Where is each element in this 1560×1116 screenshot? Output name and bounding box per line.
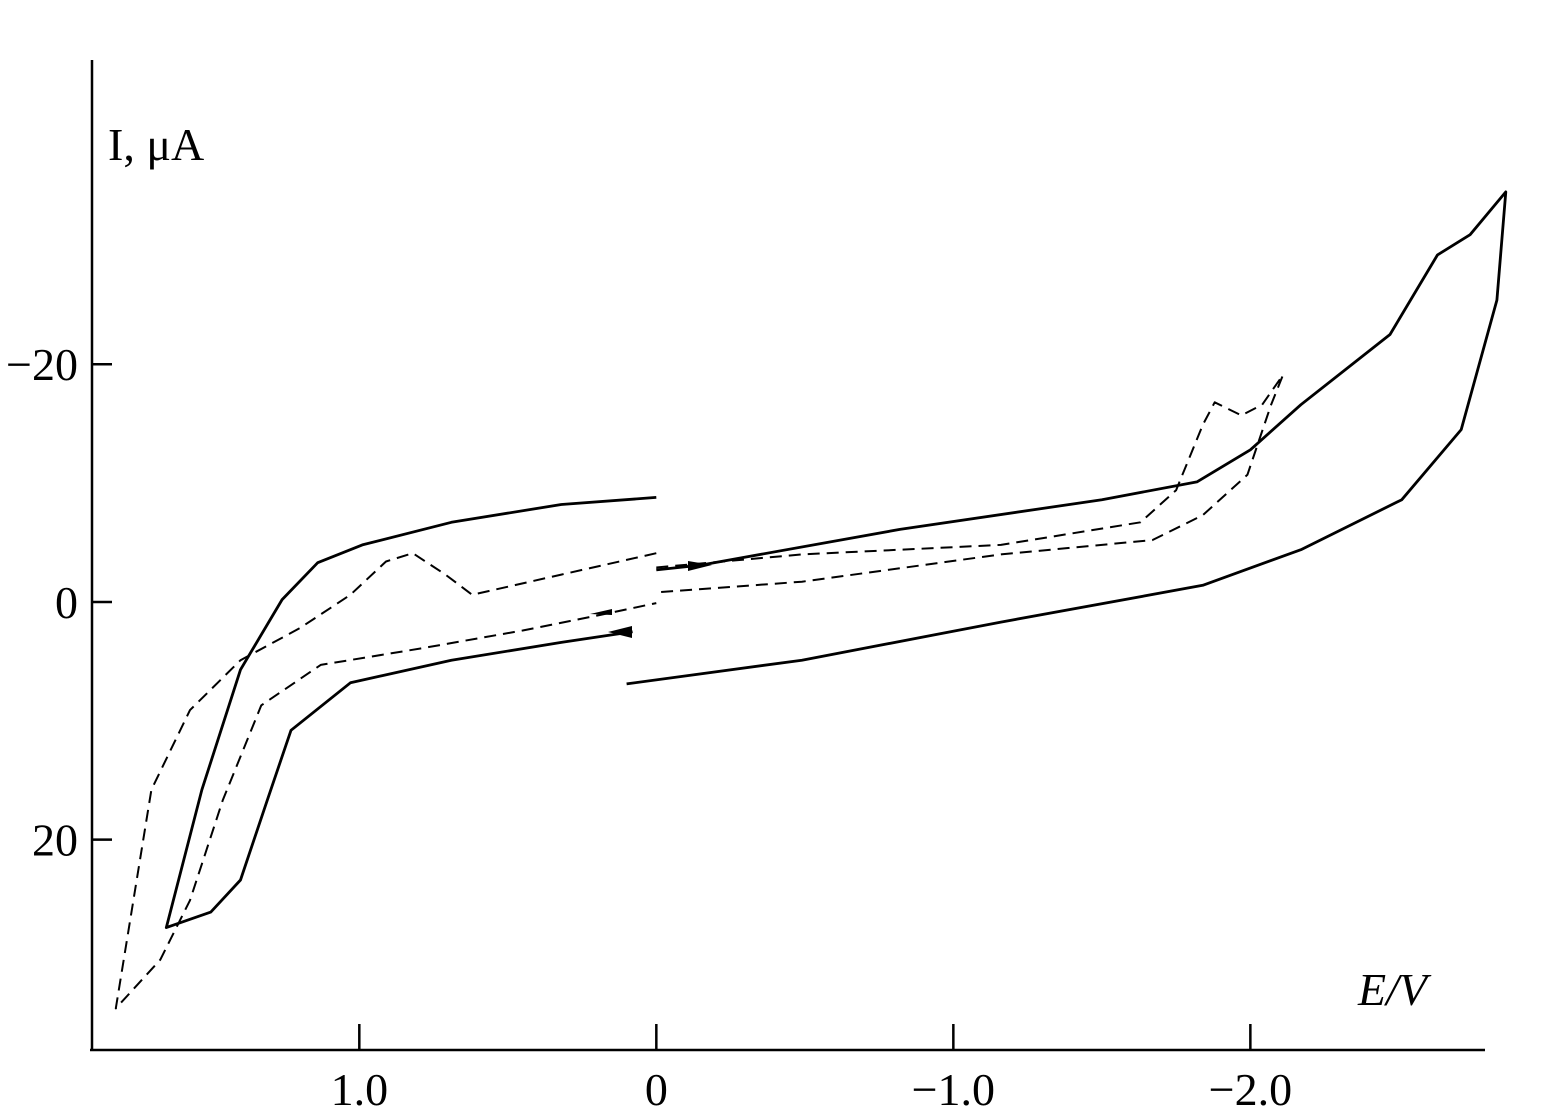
x-axis-label: E/V [1357, 964, 1432, 1015]
x-tick-label: 1.0 [331, 1064, 389, 1115]
y-axis-label: I, μA [108, 119, 204, 170]
arrow [608, 626, 632, 638]
y-tick-label: 0 [55, 577, 78, 628]
curve [164, 190, 1508, 929]
y-tick-label: −20 [6, 339, 78, 390]
curve [114, 373, 1284, 1010]
y-tick-label: 20 [32, 815, 78, 866]
x-tick-label: −2.0 [1209, 1064, 1292, 1115]
x-tick-label: −1.0 [912, 1064, 995, 1115]
x-tick-label: 0 [645, 1064, 668, 1115]
